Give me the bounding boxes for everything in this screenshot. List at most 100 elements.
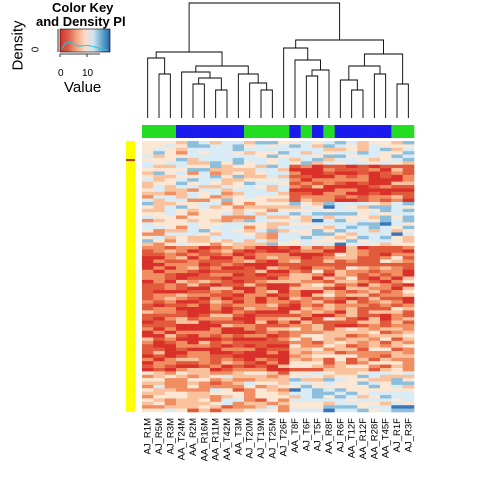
heatmap-cell (312, 208, 324, 213)
heatmap-cell (187, 215, 199, 220)
heatmap-cell (164, 262, 177, 267)
heatmap-cell (153, 310, 165, 315)
heatmap-cell (278, 354, 290, 359)
heatmap-cell (221, 306, 233, 311)
heatmap-cell (198, 367, 211, 372)
heatmap-cell (153, 141, 165, 145)
heatmap-cell (391, 222, 403, 226)
heatmap-cell (176, 290, 188, 294)
heatmap-cell (323, 208, 335, 213)
heatmap-cell (323, 242, 335, 247)
heatmap-cell (187, 374, 199, 379)
heatmap-cell (176, 398, 188, 403)
heatmap-cell (187, 408, 199, 413)
heatmap-cell (221, 232, 233, 237)
heatmap-cell (357, 171, 369, 176)
heatmap-cell (232, 408, 245, 413)
heatmap-cell (300, 222, 313, 226)
heatmap-cell (278, 201, 290, 206)
heatmap-cell (266, 344, 279, 348)
heatmap-cell (142, 164, 154, 169)
heatmap-cell (164, 174, 177, 179)
heatmap-cell (232, 178, 245, 182)
heatmap-cell (266, 246, 279, 250)
heatmap-cell (198, 398, 211, 403)
heatmap-cell (402, 195, 415, 199)
heatmap-cell (221, 401, 233, 406)
heatmap-cell (232, 246, 245, 250)
heatmap-cell (289, 337, 301, 342)
heatmap-cell (402, 364, 415, 369)
heatmap-cell (357, 283, 369, 287)
heatmap-cell (346, 212, 358, 216)
y-tick-0: 0 (30, 46, 42, 53)
heatmap-cell (232, 320, 245, 325)
heatmap-cell (300, 334, 313, 338)
heatmap-cell (266, 303, 279, 308)
heatmap-cell (221, 168, 233, 172)
heatmap-cell (255, 215, 267, 220)
heatmap-cell (176, 185, 188, 189)
heatmap-cell (142, 195, 154, 199)
heatmap-cell (357, 154, 369, 159)
heatmap-cell (164, 141, 177, 145)
heatmap-cell (187, 303, 199, 308)
heatmap-cell (312, 290, 324, 294)
heatmap-cell (255, 168, 267, 172)
heatmap-cell (334, 218, 347, 223)
heatmap-cell (323, 225, 335, 230)
heatmap-cell (402, 164, 415, 169)
heatmap-cell (255, 367, 267, 372)
heatmap-cell (323, 259, 335, 264)
heatmap-cell (300, 269, 313, 274)
heatmap-cell (153, 286, 165, 291)
heatmap-cell (244, 327, 256, 331)
heatmap-cell (357, 327, 369, 331)
heatmap-cell (323, 357, 335, 362)
heatmap-cell (278, 300, 290, 304)
heatmap-cell (357, 246, 369, 250)
density-curve (61, 41, 109, 51)
heatmap-cell (289, 344, 301, 348)
heatmap-cell (142, 300, 154, 304)
heatmap-cell (346, 235, 358, 240)
heatmap-cell (164, 279, 177, 284)
heatmap-cell (278, 290, 290, 294)
heatmap-cell (176, 388, 188, 392)
heatmap-cell (232, 279, 245, 284)
heatmap-cell (391, 290, 403, 294)
heatmap-cell (278, 340, 290, 345)
heatmap-cell (210, 225, 222, 230)
heatmap-cell (323, 222, 335, 226)
heatmap-cell (368, 151, 381, 155)
heatmap-cell (312, 381, 324, 386)
heatmap-cell (380, 259, 392, 264)
heatmap-cell (300, 154, 313, 159)
heatmap-cell (164, 161, 177, 166)
heatmap-cell (346, 273, 358, 277)
heatmap-cell (232, 391, 245, 396)
heatmap-cell (232, 293, 245, 298)
heatmap-cell (142, 232, 154, 237)
heatmap-cell (232, 215, 245, 220)
heatmap-cell (153, 361, 165, 365)
heatmap-cell (266, 371, 279, 376)
heatmap-cell (232, 323, 245, 328)
heatmap-cell (164, 330, 177, 335)
heatmap-cell (266, 201, 279, 206)
heatmap-cell (255, 388, 267, 392)
heatmap-cell (187, 205, 199, 210)
heatmap-cell (391, 185, 403, 189)
heatmap-cell (380, 168, 392, 172)
heatmap-cell (300, 347, 313, 352)
heatmap-cell (244, 371, 256, 376)
heatmap-cell (198, 330, 211, 335)
heatmap-cell (380, 208, 392, 213)
heatmap-cell (289, 347, 301, 352)
heatmap-cell (312, 262, 324, 267)
heatmap-cell (300, 279, 313, 284)
heatmap-cell (244, 306, 256, 311)
heatmap-cell (210, 215, 222, 220)
heatmap-cell (334, 262, 347, 267)
heatmap-cell (278, 174, 290, 179)
